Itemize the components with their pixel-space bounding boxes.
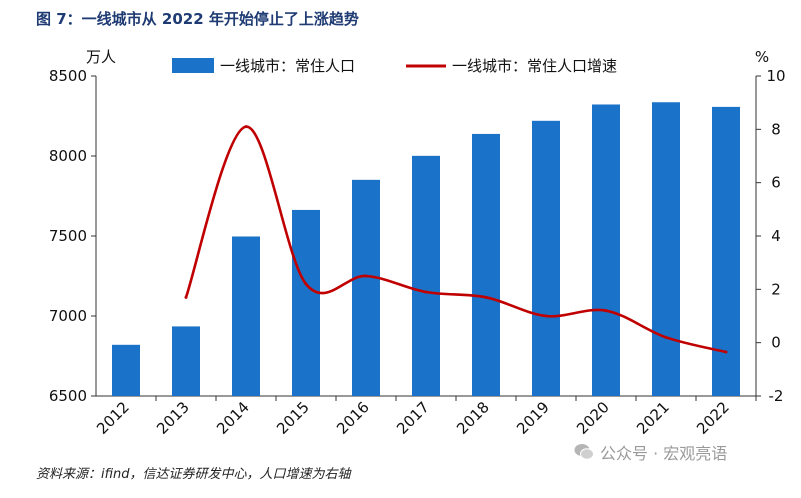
- x-tick-label: 2013: [153, 398, 193, 438]
- legend-bar-swatch: [172, 58, 214, 73]
- growth-point-2017: [424, 290, 428, 294]
- growth-point-2014: [244, 125, 248, 129]
- right-tick-label: 6: [771, 174, 781, 192]
- left-tick-label: 7000: [49, 307, 87, 325]
- x-tick-label: 2018: [453, 398, 493, 438]
- legend-line-label: 一线城市：常住人口增速: [452, 57, 617, 75]
- right-tick-label: 8: [771, 120, 781, 138]
- left-tick-label: 8500: [49, 67, 87, 85]
- legend-bar-label: 一线城市：常住人口: [220, 57, 355, 75]
- watermark-text: 公众号 · 宏观亮语: [600, 444, 728, 463]
- bar-2022: [712, 106, 740, 396]
- watermark: 公众号 · 宏观亮语: [574, 440, 727, 464]
- left-tick-label: 8000: [49, 147, 87, 165]
- x-tick-label: 2015: [273, 398, 313, 438]
- source-note: 资料来源：ifind，信达证券研发中心，人口增速为右轴: [36, 467, 351, 482]
- bar-2013: [172, 326, 200, 396]
- growth-point-2020: [604, 309, 608, 313]
- left-tick-label: 7500: [49, 227, 87, 245]
- bar-2019: [532, 120, 560, 397]
- x-tick-label: 2016: [333, 398, 373, 438]
- growth-point-2016: [364, 274, 368, 278]
- bar-2015: [292, 209, 320, 396]
- left-axis-unit: 万人: [86, 48, 116, 66]
- figure-title: 图 7：一线城市从 2022 年开始停止了上涨趋势: [36, 10, 359, 28]
- wechat-icon: [574, 444, 594, 460]
- x-tick-label: 2020: [573, 398, 613, 438]
- right-tick-label: 2: [771, 280, 781, 298]
- bar-2021: [652, 102, 680, 397]
- x-tick-label: 2012: [93, 398, 133, 438]
- right-tick-label: 0: [771, 334, 781, 352]
- growth-point-2021: [664, 335, 668, 339]
- growth-point-2013: [184, 295, 188, 299]
- bar-2020: [592, 104, 620, 396]
- bar-2016: [352, 179, 380, 396]
- right-tick-label: 10: [766, 67, 785, 85]
- x-tick-label: 2014: [213, 398, 253, 438]
- x-tick-label: 2019: [513, 398, 553, 438]
- bar-2018: [472, 133, 500, 397]
- bar-2017: [412, 155, 440, 396]
- x-tick-label: 2022: [693, 398, 733, 438]
- x-tick-label: 2021: [633, 398, 673, 438]
- x-tick-label: 2017: [393, 398, 433, 438]
- bar-2012: [112, 344, 140, 396]
- line-layer: [184, 125, 728, 354]
- left-tick-label: 6500: [49, 387, 87, 405]
- bar-2014: [232, 236, 260, 396]
- growth-point-2018: [484, 295, 488, 299]
- growth-point-2019: [544, 314, 548, 318]
- right-axis-unit: %: [755, 48, 769, 66]
- growth-point-2022: [724, 350, 728, 354]
- bars-layer: [112, 102, 740, 397]
- legend: 一线城市：常住人口 一线城市：常住人口增速: [172, 57, 617, 75]
- right-tick-label: 4: [771, 227, 781, 245]
- growth-point-2015: [304, 282, 308, 286]
- right-tick-label: -2: [769, 387, 784, 405]
- growth-rate-line: [184, 125, 727, 354]
